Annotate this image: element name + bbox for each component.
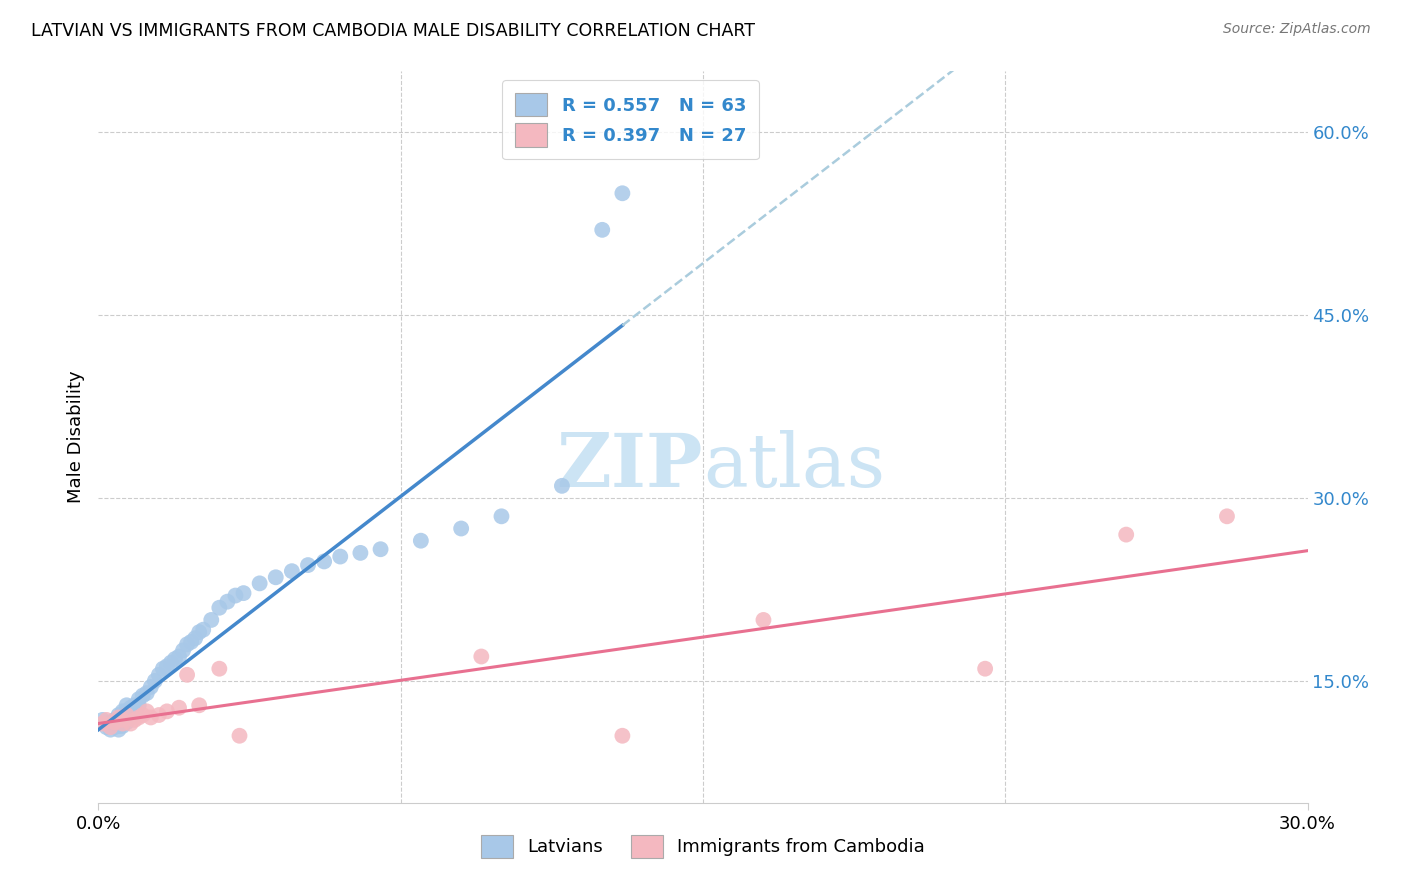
Point (163, 652, 186, 666)
Point (224, 589, 246, 603)
Point (156, 705, 179, 719)
Point (612, 186, 634, 201)
Point (208, 662, 231, 676)
Text: ZIP: ZIP (557, 430, 703, 503)
Point (107, 713, 129, 727)
Y-axis label: Male Disability: Male Disability (66, 371, 84, 503)
Point (120, 710, 142, 724)
Point (167, 649, 190, 664)
Point (132, 689, 155, 703)
Point (115, 705, 138, 719)
Point (111, 710, 134, 724)
Point (124, 705, 146, 719)
Point (128, 710, 150, 724)
Point (217, 594, 239, 608)
Point (115, 698, 138, 713)
Point (135, 705, 157, 719)
Point (111, 716, 134, 731)
Point (100, 719, 122, 733)
Point (232, 586, 254, 600)
Point (314, 554, 336, 568)
Point (470, 649, 492, 664)
Point (115, 710, 138, 724)
Point (281, 564, 304, 578)
Point (176, 667, 198, 681)
Point (176, 637, 198, 651)
Point (124, 713, 146, 727)
Point (1115, 527, 1137, 541)
Point (135, 686, 157, 700)
Point (139, 680, 162, 694)
Point (107, 723, 129, 737)
Point (172, 643, 194, 657)
Point (143, 673, 166, 688)
Point (148, 708, 170, 723)
Point (96, 720, 118, 734)
Point (974, 662, 997, 676)
Point (208, 600, 231, 615)
Point (115, 715, 138, 730)
Point (349, 546, 371, 560)
Point (591, 223, 613, 237)
Point (264, 570, 287, 584)
Point (612, 729, 634, 743)
Point (115, 708, 138, 723)
Point (128, 698, 150, 713)
Point (491, 509, 513, 524)
Point (96, 713, 118, 727)
Point (752, 613, 775, 627)
Point (329, 549, 352, 564)
Point (188, 698, 211, 713)
Point (156, 659, 179, 673)
Point (132, 708, 155, 723)
Point (103, 713, 125, 727)
Point (103, 716, 125, 731)
Text: atlas: atlas (703, 430, 886, 503)
Point (103, 720, 125, 734)
Point (107, 708, 129, 723)
Point (96, 716, 118, 731)
Point (551, 479, 574, 493)
Text: LATVIAN VS IMMIGRANTS FROM CAMBODIA MALE DISABILITY CORRELATION CHART: LATVIAN VS IMMIGRANTS FROM CAMBODIA MALE… (31, 22, 755, 40)
Point (297, 558, 319, 573)
Point (100, 720, 122, 734)
Point (111, 719, 134, 733)
Text: Source: ZipAtlas.com: Source: ZipAtlas.com (1223, 22, 1371, 37)
Point (409, 533, 432, 548)
Point (100, 723, 122, 737)
Point (160, 656, 183, 670)
Point (111, 715, 134, 730)
Point (91, 713, 114, 727)
Point (200, 613, 222, 627)
Point (370, 542, 392, 557)
Point (167, 700, 190, 714)
Point (1216, 509, 1239, 524)
Point (120, 700, 142, 714)
Point (180, 635, 202, 649)
Point (184, 632, 207, 646)
Point (120, 705, 142, 719)
Point (228, 729, 250, 743)
Point (103, 715, 125, 730)
Point (128, 692, 150, 706)
Point (91, 716, 114, 731)
Point (111, 705, 134, 719)
Legend: Latvians, Immigrants from Cambodia: Latvians, Immigrants from Cambodia (472, 826, 934, 867)
Point (148, 667, 170, 681)
Point (107, 719, 129, 733)
Point (249, 576, 271, 591)
Point (107, 710, 129, 724)
Point (450, 521, 472, 535)
Point (152, 662, 174, 676)
Point (124, 698, 146, 713)
Point (139, 710, 162, 724)
Point (193, 623, 215, 637)
Point (188, 625, 211, 640)
Point (111, 713, 134, 727)
Point (120, 716, 142, 731)
Point (100, 715, 122, 730)
